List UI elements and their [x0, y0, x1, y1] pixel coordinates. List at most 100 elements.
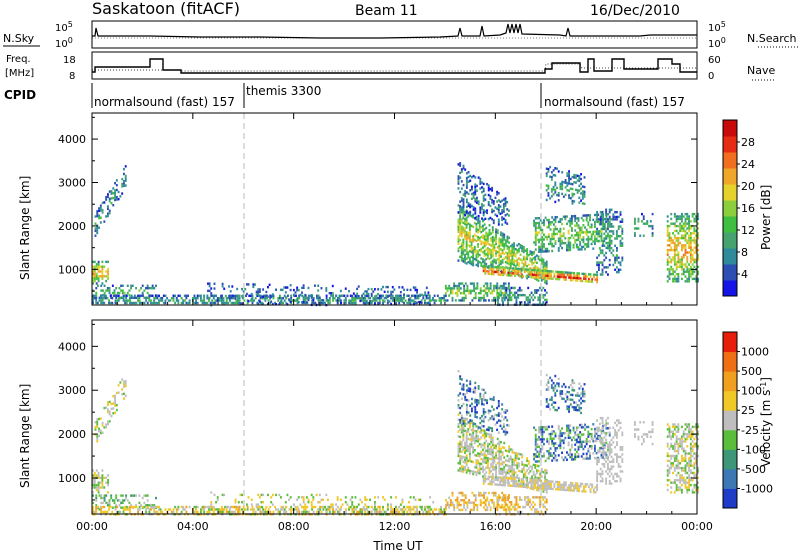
- velocity-cell: [377, 496, 379, 498]
- velocity-cell: [459, 462, 461, 464]
- power-cell: [679, 259, 681, 261]
- power-cell: [517, 294, 519, 296]
- power-cell: [503, 206, 505, 208]
- power-cell: [481, 208, 483, 210]
- power-cell: [340, 302, 342, 304]
- velocity-cell: [495, 469, 497, 471]
- power-cell: [516, 270, 518, 272]
- power-cell: [614, 216, 616, 218]
- velocity-cell: [583, 488, 585, 490]
- velocity-cell: [112, 407, 114, 409]
- power-cell: [681, 256, 683, 258]
- power-cell: [674, 271, 676, 273]
- power-cell: [448, 287, 450, 289]
- power-cell: [98, 210, 100, 212]
- power-cell: [462, 260, 464, 262]
- power-cell: [693, 271, 695, 273]
- power-cell: [422, 297, 424, 299]
- velocity-cell: [122, 502, 124, 504]
- power-cell: [587, 236, 589, 238]
- power-cell: [605, 230, 607, 232]
- power-cell: [95, 227, 97, 229]
- power-cell: [531, 254, 533, 256]
- power-cell: [147, 287, 149, 289]
- power-cell: [142, 285, 144, 287]
- power-cell: [480, 290, 482, 292]
- power-cell: [639, 235, 641, 237]
- velocity-cell: [485, 454, 487, 456]
- velocity-cell: [525, 464, 527, 466]
- power-cell: [618, 235, 620, 237]
- velocity-cell: [507, 460, 509, 462]
- power-cell: [677, 239, 679, 241]
- velocity-cell: [478, 402, 480, 404]
- power-cell: [498, 259, 500, 261]
- velocity-cell: [98, 486, 100, 488]
- power-cell: [482, 225, 484, 227]
- velocity-cell: [474, 401, 476, 403]
- power-cell: [303, 299, 305, 301]
- velocity-cell: [479, 455, 481, 457]
- velocity-cell: [461, 431, 463, 433]
- power-cell: [387, 299, 389, 301]
- velocity-cell: [316, 494, 318, 496]
- power-cell: [575, 189, 577, 191]
- velocity-cell: [226, 508, 228, 510]
- velocity-cell: [540, 487, 542, 489]
- power-cell: [683, 237, 685, 239]
- power-cell: [116, 189, 118, 191]
- power-cell: [594, 240, 596, 242]
- velocity-cell: [565, 484, 567, 486]
- velocity-cell: [483, 420, 485, 422]
- velocity-cell: [298, 511, 300, 513]
- velocity-cell: [98, 474, 100, 476]
- power-cell: [573, 174, 575, 176]
- power-cell: [477, 222, 479, 224]
- power-cell: [483, 297, 485, 299]
- velocity-cell: [320, 511, 322, 513]
- power-cell: [393, 288, 395, 290]
- power-cell: [607, 266, 609, 268]
- velocity-cell: [498, 431, 500, 433]
- power-cell: [200, 297, 202, 299]
- power-cell: [197, 302, 199, 304]
- power-cell: [463, 193, 465, 195]
- power-cell: [565, 276, 567, 278]
- y-tick-label: 4000: [58, 133, 86, 146]
- power-cell: [498, 247, 500, 249]
- power-cell: [303, 301, 305, 303]
- power-cell: [565, 186, 567, 188]
- power-cell: [101, 270, 103, 272]
- velocity-cell: [506, 409, 508, 411]
- power-cell: [489, 234, 491, 236]
- velocity-cell: [508, 450, 510, 452]
- power-cell: [536, 262, 538, 264]
- velocity-cell: [547, 485, 549, 487]
- power-cell: [553, 273, 555, 275]
- power-cell: [207, 290, 209, 292]
- power-cell: [543, 238, 545, 240]
- power-cell: [461, 218, 463, 220]
- power-cell: [114, 289, 116, 291]
- velocity-cell: [398, 511, 400, 513]
- velocity-cell: [544, 487, 546, 489]
- colorbar-swatch: [723, 232, 737, 249]
- power-cell: [685, 263, 687, 265]
- nave-label: Nave: [747, 64, 775, 77]
- velocity-cell: [467, 445, 469, 447]
- power-cell: [405, 299, 407, 301]
- velocity-cell: [474, 413, 476, 415]
- velocity-cell: [480, 436, 482, 438]
- velocity-cell: [483, 478, 485, 480]
- velocity-cell: [475, 464, 477, 466]
- velocity-cell: [125, 395, 127, 397]
- power-cell: [516, 296, 518, 298]
- power-cell: [545, 275, 547, 277]
- power-cell: [508, 209, 510, 211]
- power-cell: [447, 299, 449, 301]
- velocity-cell: [126, 506, 128, 508]
- velocity-cell: [487, 433, 489, 435]
- power-cell: [572, 279, 574, 281]
- power-cell: [546, 226, 548, 228]
- velocity-cell: [515, 459, 517, 461]
